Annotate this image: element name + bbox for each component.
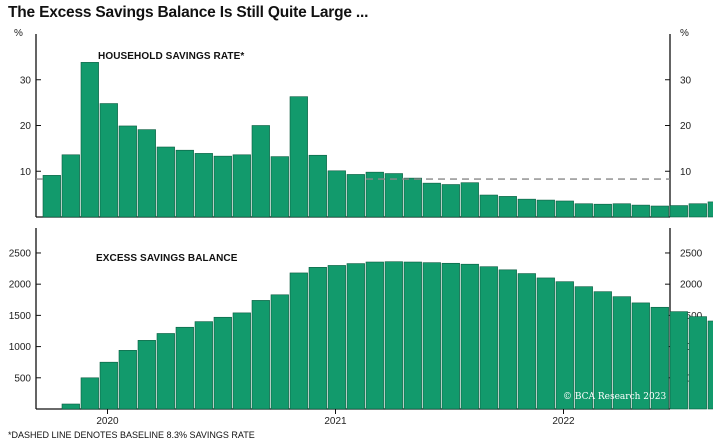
y-tick-label-left: 500: [14, 373, 31, 384]
bar: [688, 316, 707, 410]
bar: [365, 171, 384, 218]
bar: [631, 204, 650, 218]
bar: [346, 174, 365, 218]
x-tick-label: 2021: [324, 416, 347, 427]
panel-title: HOUSEHOLD SAVINGS RATE*: [98, 51, 244, 62]
bar: [479, 194, 498, 218]
bar: [612, 296, 631, 410]
y-tick-label-right: 2500: [680, 248, 703, 259]
bar: [536, 199, 555, 218]
bar: [232, 312, 251, 410]
bar: [422, 182, 441, 218]
bar: [61, 403, 80, 410]
y-tick-label-left: 1000: [9, 342, 32, 353]
bar: [270, 294, 289, 410]
bar: [384, 173, 403, 218]
y-tick-label-right: 2000: [680, 280, 703, 291]
bar: [213, 155, 232, 218]
bar: [156, 333, 175, 410]
bar: [422, 262, 441, 410]
y-unit-left: %: [14, 28, 23, 39]
bar: [555, 200, 574, 218]
bar: [593, 203, 612, 218]
y-tick-label-left: 2500: [9, 248, 32, 259]
bar: [669, 205, 688, 218]
bar: [232, 154, 251, 218]
y-tick-label-right: 20: [680, 121, 692, 132]
y-tick-label-left: 1500: [9, 311, 32, 322]
bar: [403, 177, 422, 218]
bar: [498, 196, 517, 218]
bar: [460, 182, 479, 218]
bar: [251, 125, 270, 218]
bar: [441, 262, 460, 410]
x-tick-label: 2020: [96, 416, 119, 427]
bar: [441, 184, 460, 218]
bar: [650, 205, 669, 218]
bar: [118, 125, 137, 218]
panel-title: EXCESS SAVINGS BALANCE: [96, 253, 238, 264]
bar: [289, 272, 308, 410]
bar: [175, 149, 194, 218]
bar: [270, 156, 289, 218]
bar: [42, 175, 61, 218]
bar: [175, 326, 194, 410]
bar: [194, 321, 213, 410]
credit-watermark: © BCA Research 2023: [563, 392, 666, 402]
bar: [327, 170, 346, 218]
y-tick-label-left: 30: [20, 75, 32, 86]
bar: [555, 281, 574, 410]
bar: [460, 263, 479, 410]
bar: [707, 201, 713, 218]
bar: [137, 340, 156, 410]
bar: [688, 203, 707, 218]
bar: [156, 146, 175, 218]
bar: [80, 62, 99, 218]
y-tick-label-left: 2000: [9, 280, 32, 291]
bar: [517, 273, 536, 410]
y-tick-label-left: 10: [20, 167, 32, 178]
bar: [308, 267, 327, 410]
bar: [384, 261, 403, 410]
bar: [479, 266, 498, 410]
y-tick-label-right: 30: [680, 75, 692, 86]
bar: [99, 361, 118, 410]
bar: [517, 198, 536, 218]
bar: [574, 203, 593, 218]
bar: [365, 261, 384, 410]
bar: [707, 320, 713, 410]
bar: [612, 203, 631, 218]
bar: [403, 261, 422, 410]
bar: [251, 300, 270, 410]
bar: [631, 302, 650, 410]
bar: [137, 129, 156, 218]
bar: [574, 286, 593, 410]
bar: [498, 269, 517, 410]
bar: [346, 263, 365, 410]
bar: [327, 265, 346, 410]
bar: [99, 103, 118, 218]
bar: [593, 291, 612, 410]
x-tick-label: 2022: [552, 416, 575, 427]
bar: [194, 153, 213, 218]
bar: [80, 377, 99, 410]
y-tick-label-right: 500: [680, 373, 697, 384]
bar: [650, 306, 669, 410]
bar: [289, 96, 308, 218]
bar: [61, 154, 80, 218]
bar: [213, 316, 232, 410]
page-title: The Excess Savings Balance Is Still Quit…: [8, 4, 369, 21]
y-tick-label-left: 20: [20, 121, 32, 132]
y-unit-right: %: [680, 28, 689, 39]
bar: [118, 350, 137, 410]
footnote: *DASHED LINE DENOTES BASELINE 8.3% SAVIN…: [8, 430, 255, 440]
bar: [308, 154, 327, 218]
bar: [669, 311, 688, 410]
y-tick-label-right: 10: [680, 167, 692, 178]
bar: [536, 277, 555, 410]
